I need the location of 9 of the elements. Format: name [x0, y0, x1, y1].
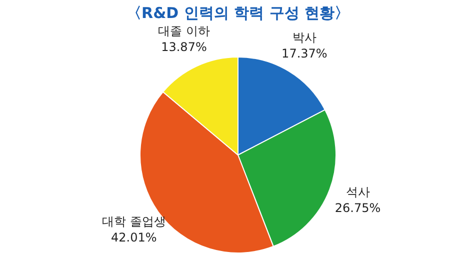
slice-label: 대졸 이하 [158, 24, 210, 38]
data-label: 42.01% [110, 230, 157, 244]
slice-label: 박사 [292, 30, 316, 45]
chart-title: 〈R&D 인력의 학력 구성 현황〉 [126, 4, 350, 22]
slice-label: 석사 [346, 185, 370, 200]
data-label: 26.75% [334, 201, 381, 216]
slice-label: 대학 졸업생 [102, 214, 166, 228]
data-label: 17.37% [282, 46, 328, 61]
data-label: 13.87% [161, 40, 207, 54]
